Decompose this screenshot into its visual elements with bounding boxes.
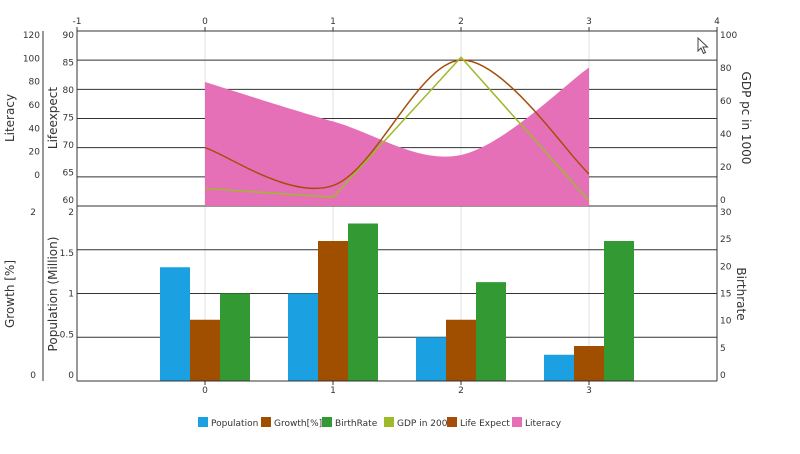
lifeexpect-tick-label: 85: [63, 59, 74, 69]
birthrate-axis-title: Birthrate: [734, 267, 748, 320]
population-tick-label: 1: [68, 290, 74, 300]
legend-item-label: BirthRate: [335, 419, 378, 429]
bar-birthrate: [220, 293, 250, 381]
legend-swatch: [322, 417, 332, 427]
gdp-line: [204, 56, 590, 202]
birthrate-tick-label: 5: [720, 344, 726, 354]
population-tick-label: 0: [68, 371, 74, 381]
population-tick-label: 0.5: [60, 330, 74, 340]
bottom-x-tick-label: 2: [458, 386, 464, 396]
lifeexpect-tick-label: 80: [63, 86, 75, 96]
bar-birthrate: [476, 282, 506, 381]
literacy-tick-label: 60: [29, 101, 41, 111]
bar-birthrate: [604, 241, 634, 381]
bar-growth: [446, 319, 476, 381]
gdp-tick-label: 100: [720, 31, 737, 41]
birthrate-tick-label: 10: [720, 317, 732, 327]
legend-item-label: Literacy: [525, 419, 562, 429]
legend-swatch: [447, 417, 457, 427]
lifeexpect-tick-label: 75: [63, 114, 74, 124]
legend-swatch: [512, 417, 522, 427]
lifeexpect-tick-label: 90: [63, 31, 75, 41]
literacy-tick-label: 40: [29, 124, 41, 134]
top-x-tick-label: 4: [714, 17, 720, 27]
top-x-tick-label: 1: [330, 17, 336, 27]
literacy-tick-label: 120: [23, 31, 40, 41]
legend-swatch: [384, 417, 394, 427]
top-x-tick-label: 0: [202, 17, 208, 27]
literacy-axis-title: Literacy: [3, 94, 17, 142]
bar-population: [288, 293, 318, 381]
bottom-x-tick-label: 0: [202, 386, 208, 396]
literacy-tick-label: 100: [23, 54, 40, 64]
birthrate-tick-label: 25: [720, 235, 731, 245]
gdp-tick-label: 40: [720, 130, 732, 140]
bar-population: [416, 337, 446, 381]
legend-swatch: [198, 417, 208, 427]
top-x-tick-label: 2: [458, 17, 464, 27]
growth-tick-label: 0: [30, 371, 36, 381]
lifeexpect-tick-label: 60: [63, 196, 75, 206]
growth-axis-title: Growth [%]: [3, 260, 17, 328]
birthrate-tick-label: 20: [720, 262, 732, 272]
population-axis-title: Population (Million): [46, 237, 60, 352]
bottom-x-tick-label: 3: [586, 386, 592, 396]
bar-growth: [190, 319, 220, 381]
bar-population: [160, 267, 190, 381]
bottom-x-tick-label: 1: [330, 386, 336, 396]
gdp-tick-label: 60: [720, 97, 732, 107]
population-tick-label: 1.5: [60, 249, 74, 259]
birthrate-tick-label: 0: [720, 371, 726, 381]
birthrate-tick-label: 15: [720, 290, 731, 300]
top-x-tick-label: -1: [73, 17, 82, 27]
lifeexpect-tick-label: 65: [63, 169, 74, 179]
legend-item-label: Life Expect: [460, 419, 510, 429]
legend-swatch: [261, 417, 271, 427]
growth-tick-label: 2: [30, 208, 36, 218]
population-tick-label: 2: [68, 208, 74, 218]
lifeexpect-tick-label: 70: [63, 141, 75, 151]
legend-item-label: Population: [211, 419, 258, 429]
birthrate-tick-label: 30: [720, 208, 732, 218]
lifeexpect-axis-title: Lifeexpect: [46, 87, 60, 149]
gdp-axis-title: GDP pc in 1000: [739, 72, 753, 165]
literacy-area: [205, 67, 589, 206]
literacy-tick-label: 0: [34, 171, 40, 181]
life-expect-line: [204, 59, 590, 190]
mouse-pointer-icon: [697, 37, 709, 55]
bar-population: [544, 354, 574, 381]
legend-item-label: GDP in 2000: [397, 419, 453, 429]
gdp-tick-label: 0: [720, 196, 726, 206]
literacy-tick-label: 20: [29, 148, 41, 158]
bar-growth: [318, 241, 348, 381]
bar-birthrate: [348, 223, 378, 381]
literacy-tick-label: 80: [29, 78, 41, 88]
legend-item-label: Growth[%]: [274, 419, 322, 429]
gdp-tick-label: 80: [720, 64, 732, 74]
gdp-tick-label: 20: [720, 163, 732, 173]
top-x-tick-label: 3: [586, 17, 592, 27]
bar-growth: [574, 346, 604, 381]
